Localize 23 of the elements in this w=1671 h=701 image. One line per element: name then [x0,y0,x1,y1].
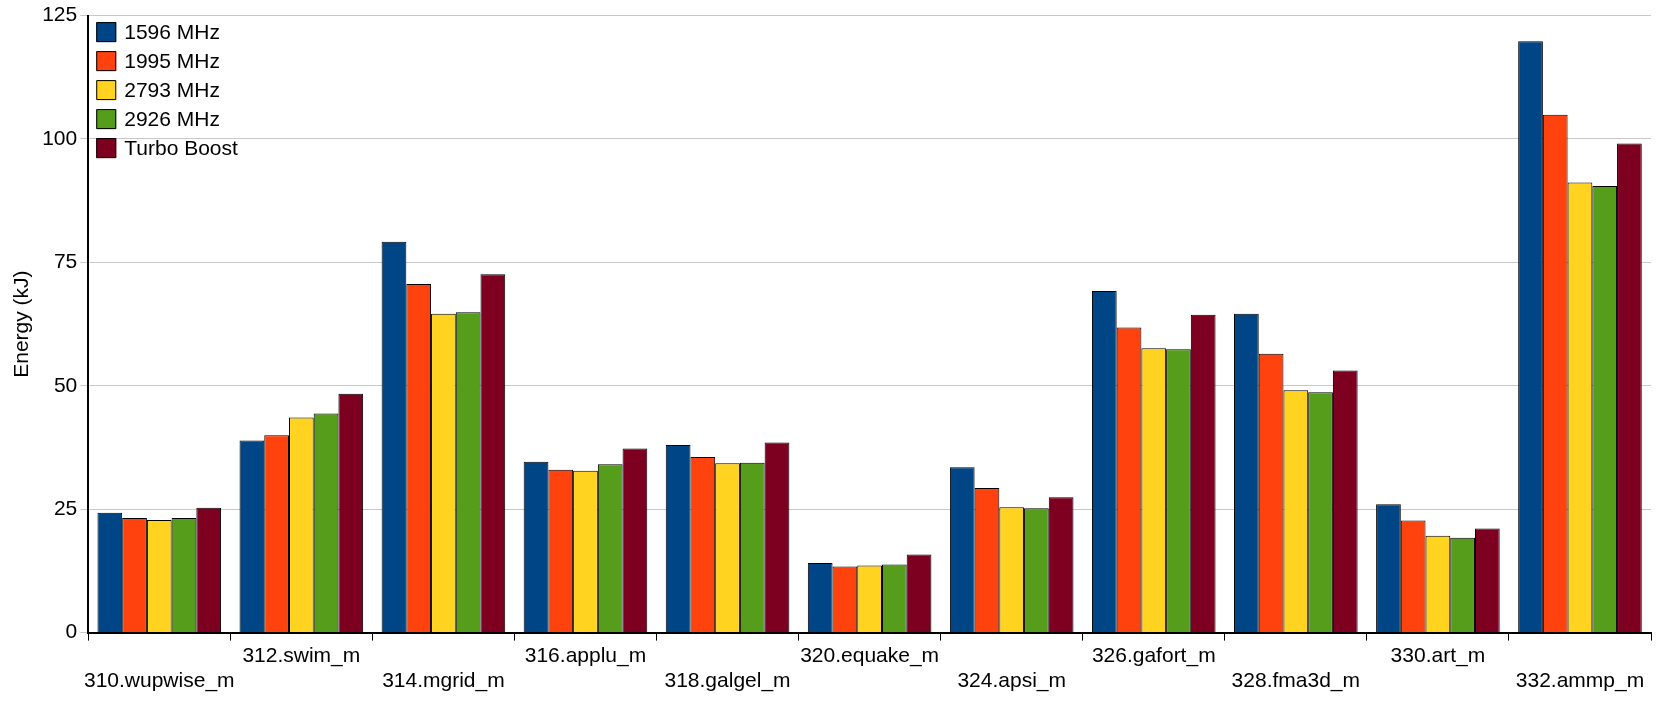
x-tick-label: 312.swim_m [242,643,361,667]
x-tick-label: 320.equake_m [800,643,940,667]
y-tick-label: 0 [65,619,78,643]
y-axis-title: Energy (kJ) [9,270,33,378]
legend-label: 1995 MHz [124,48,220,72]
x-tick-label: 310.wupwise_m [83,668,235,693]
x-tick-label: 330.art_m [1390,643,1486,667]
x-tick-label: 318.galgel_m [664,668,791,693]
y-tick-label: 50 [53,372,78,396]
y-tick-label: 100 [42,125,78,149]
x-tick-label: 316.applu_m [524,643,647,667]
x-tick-label: 332.ammp_m [1515,668,1645,693]
y-tick-label: 75 [53,249,78,273]
x-tick-label: 328.fma3d_m [1231,668,1361,693]
legend-label: 2793 MHz [124,77,220,101]
legend-label: Turbo Boost [124,135,239,159]
y-tick-label: 25 [53,496,78,519]
y-tick-label: 125 [42,2,78,26]
legend-label: 2926 MHz [124,106,220,130]
x-tick-label: 326.gafort_m [1091,643,1216,667]
x-tick-label: 324.apsi_m [957,668,1066,693]
legend-label: 1596 MHz [124,19,220,43]
x-tick-label: 314.mgrid_m [382,668,505,693]
